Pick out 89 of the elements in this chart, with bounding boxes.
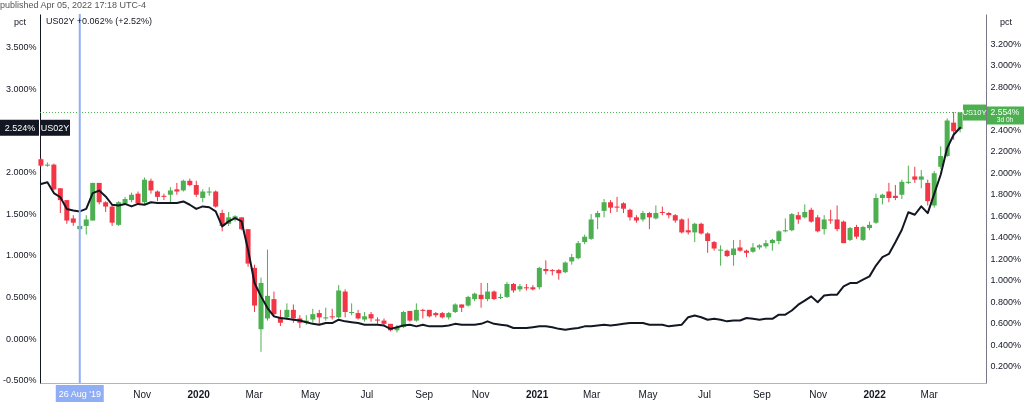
candlestick: [782, 217, 788, 233]
candlestick: [918, 169, 924, 189]
candlestick: [789, 212, 795, 232]
text: 2.554%: [990, 106, 1020, 117]
candlestick: [375, 316, 381, 325]
x-tick-label: Jul: [698, 388, 711, 400]
y2-tick-label: 0.600%: [990, 318, 1022, 329]
candlestick: [290, 303, 296, 324]
legend-label: US02Y: [40, 122, 70, 133]
candlestick: [116, 200, 122, 227]
candlestick: [750, 242, 756, 254]
candlestick: [271, 291, 277, 317]
x-tick-label: May: [638, 388, 658, 400]
x-tick-label: 2021: [525, 388, 549, 400]
y2-tick-label: 0.400%: [990, 339, 1022, 350]
x-tick-label: Jul: [360, 388, 374, 400]
candlestick: [349, 302, 355, 316]
y-tick-label: 1.000%: [5, 250, 37, 261]
candlestick: [588, 213, 594, 241]
ref-line-label: 26 Aug '19: [58, 388, 101, 399]
x-tick-label: Nov: [809, 388, 828, 400]
y2-axis-title: pct: [999, 17, 1013, 27]
y-tick-label: 0.500%: [5, 291, 37, 302]
y2-tick-label: 0.200%: [990, 361, 1022, 372]
y-axis-title: pct: [13, 17, 27, 27]
candlestick: [640, 210, 646, 223]
y2-tick-label: 3.200%: [990, 38, 1022, 49]
candlestick: [342, 288, 348, 318]
candlestick: [478, 282, 484, 309]
candlestick: [938, 145, 944, 170]
candlestick: [731, 239, 737, 267]
candlestick: [685, 217, 691, 236]
x-tick-label: 2022: [863, 388, 887, 400]
candlestick: [323, 307, 329, 322]
x-tick-label: Sep: [415, 388, 434, 400]
x-tick-label: Nov: [471, 388, 490, 400]
candlestick: [718, 244, 724, 267]
candlestick: [44, 161, 50, 168]
candlestick: [951, 111, 957, 141]
x-tick-label: Mar: [245, 388, 264, 400]
candlestick: [575, 240, 581, 260]
y2-tick-label: 3.000%: [990, 60, 1022, 71]
y2-tick-label: 1.400%: [990, 232, 1022, 243]
candlestick: [368, 311, 374, 323]
y-tick-label: 0.000%: [5, 333, 37, 344]
y2-tick-label: 2.200%: [990, 146, 1022, 157]
candlestick: [737, 239, 743, 253]
y-tick-label: 1.500%: [5, 208, 37, 219]
x-tick-label: Mar: [583, 388, 601, 400]
x-tick-label: May: [301, 388, 320, 400]
candlestick: [536, 266, 542, 290]
candlestick: [821, 214, 827, 236]
candlestick: [692, 222, 698, 243]
y2-tick-label: 0.800%: [990, 296, 1022, 307]
y-tick-label: 3.500%: [5, 41, 37, 52]
candlestick: [284, 302, 290, 321]
candlestick: [925, 179, 931, 206]
candlestick: [413, 302, 419, 323]
y-tick-label: 3.000%: [5, 83, 37, 94]
x-tick-label: Nov: [133, 388, 152, 400]
candlestick: [517, 283, 523, 293]
candlestick: [601, 198, 607, 218]
y-tick-label: 2.000%: [5, 166, 37, 177]
y2-tick-label: 1.000%: [990, 275, 1022, 286]
y2-tick-label: 2.000%: [990, 167, 1022, 178]
candlestick: [329, 308, 335, 321]
y2-tick-label: 2.400%: [990, 124, 1022, 135]
y2-tick-label: 1.600%: [990, 210, 1022, 221]
candlestick: [899, 179, 905, 200]
candlestick: [705, 231, 711, 254]
candlestick: [141, 177, 147, 205]
x-tick-label: 2020: [187, 388, 211, 400]
candlestick: [905, 165, 911, 185]
candlestick: [653, 204, 659, 220]
y2-tick-label: 2.800%: [990, 81, 1022, 92]
x-tick-label: Mar: [920, 388, 939, 400]
chart-title: published Apr 05, 2022 17:18 UTC-4: [0, 0, 147, 10]
y2-tick-label: 1.800%: [990, 189, 1022, 200]
x-tick-label: Sep: [752, 388, 772, 400]
y2-tick-label: 1.200%: [990, 253, 1022, 264]
text: 2.524%: [4, 122, 36, 133]
candlestick: [174, 182, 180, 196]
candlestick: [355, 309, 361, 321]
candlestick: [595, 210, 601, 230]
candlestick: [886, 182, 892, 203]
chart-subtitle: US02Y +0.062% (+2.52%): [46, 16, 152, 26]
y-tick-label: -0.500%: [2, 375, 37, 386]
candlestick: [485, 282, 491, 302]
candlestick: [109, 203, 115, 227]
